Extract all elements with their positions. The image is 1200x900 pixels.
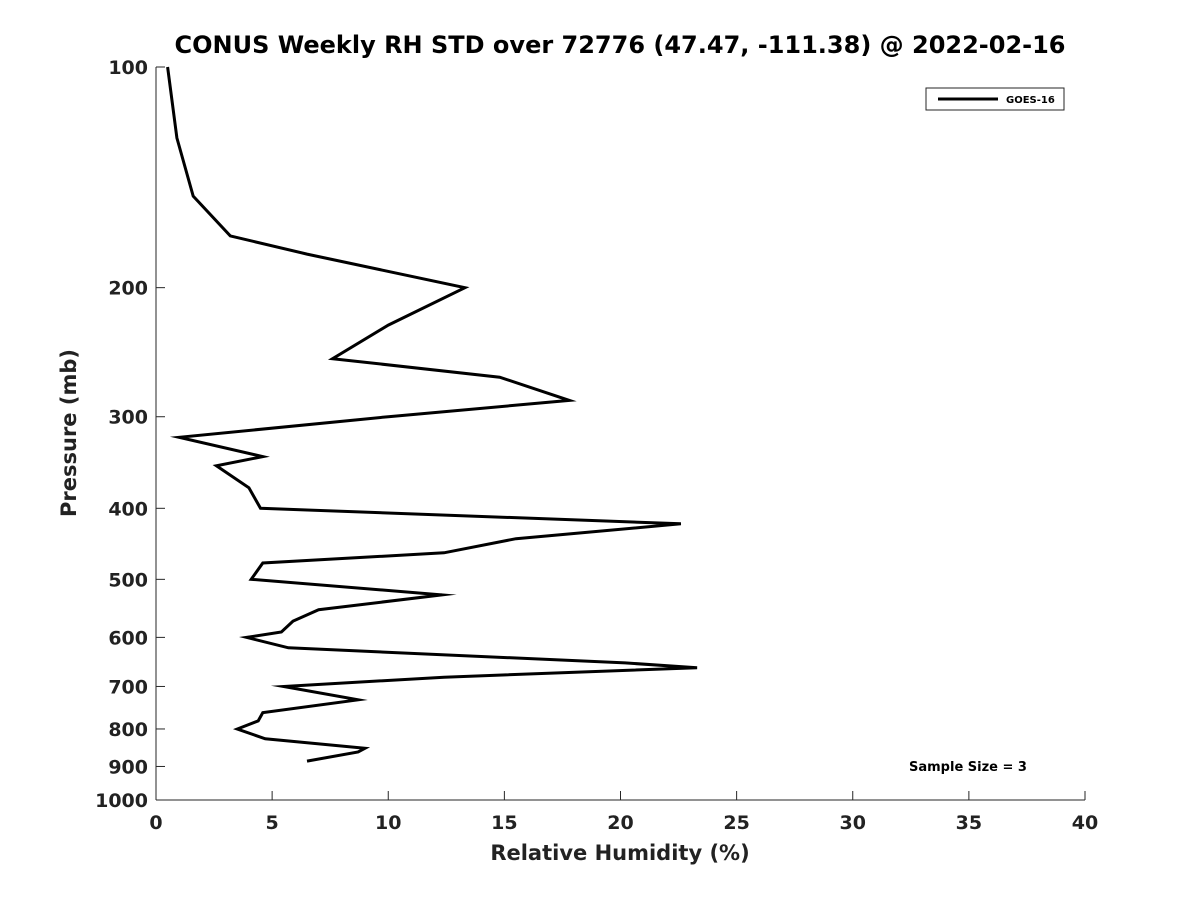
series-line-goes-16: [166, 66, 698, 763]
x-tick-label: 5: [266, 812, 279, 834]
y-axis-label: Pressure (mb): [57, 349, 81, 517]
y-tick-label: 1000: [95, 790, 148, 812]
legend-label: GOES-16: [1006, 95, 1055, 106]
x-tick-label: 40: [1072, 812, 1098, 834]
x-tick-label: 30: [840, 812, 866, 834]
x-axis-label: Relative Humidity (%): [490, 841, 749, 865]
data-series: [166, 66, 698, 763]
x-axis-ticks: 0 5 10 15 20 25 30 35 40: [149, 791, 1098, 834]
y-tick-label: 400: [108, 498, 148, 520]
x-tick-label: 35: [956, 812, 982, 834]
legend: GOES-16: [925, 87, 1065, 111]
y-tick-label: 300: [108, 407, 148, 429]
x-tick-label: 0: [149, 812, 162, 834]
chart-title: CONUS Weekly RH STD over 72776 (47.47, -…: [174, 31, 1065, 59]
y-tick-label: 500: [108, 569, 148, 591]
y-tick-label: 200: [108, 278, 148, 300]
x-tick-label: 15: [491, 812, 517, 834]
x-tick-label: 25: [723, 812, 749, 834]
x-tick-label: 20: [607, 812, 633, 834]
y-tick-label: 800: [108, 719, 148, 741]
y-tick-label: 600: [108, 627, 148, 649]
y-tick-label: 700: [108, 676, 148, 698]
x-tick-label: 10: [375, 812, 401, 834]
y-tick-label: 100: [108, 57, 148, 79]
y-axis-ticks: 100 200 300 400 500 600 700 800 900 1000: [95, 57, 165, 812]
sample-size-annotation: Sample Size = 3: [909, 760, 1027, 775]
y-tick-label: 900: [108, 756, 148, 778]
